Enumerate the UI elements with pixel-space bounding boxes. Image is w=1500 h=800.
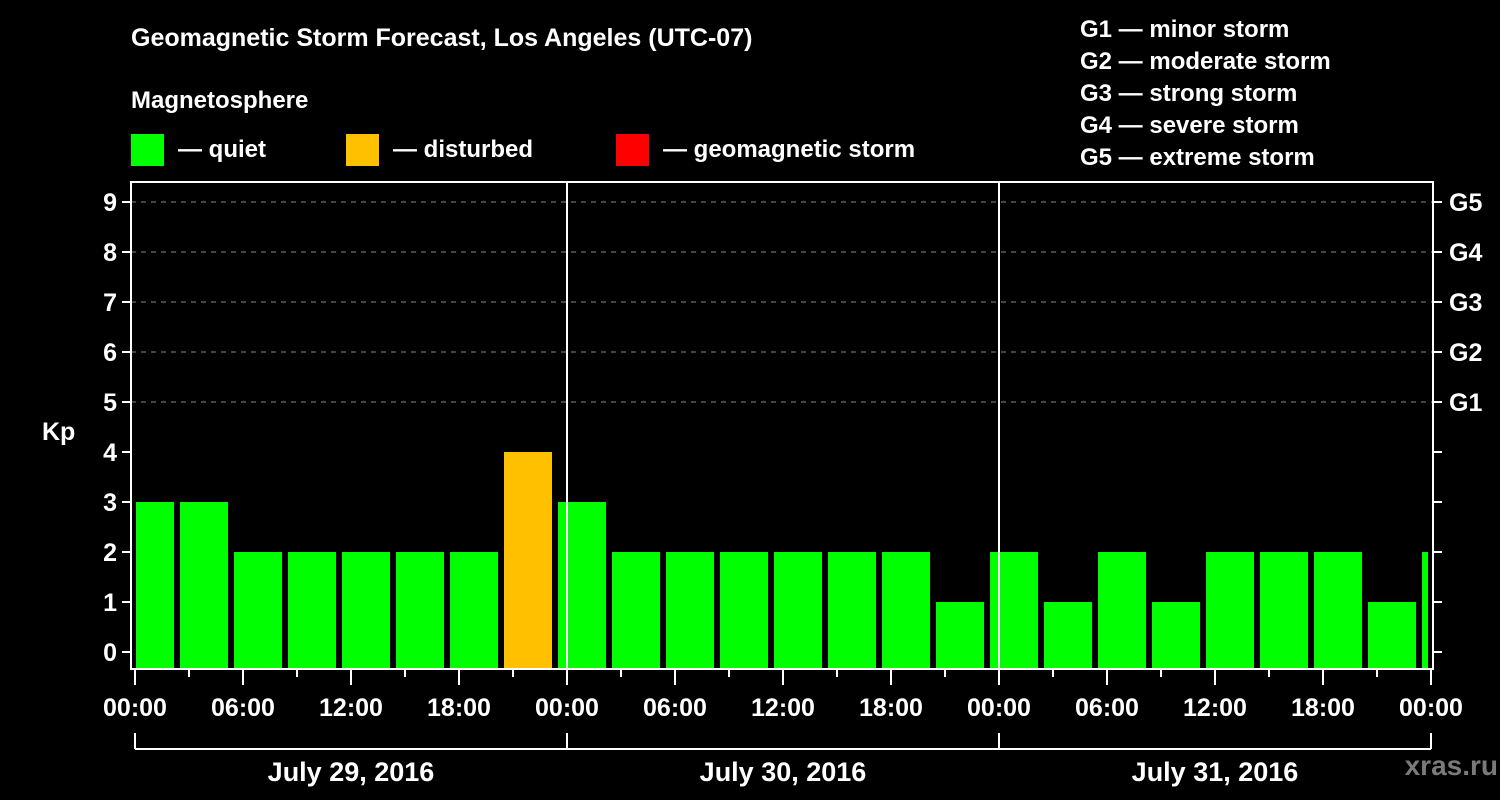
x-tick-label: 12:00 bbox=[319, 694, 383, 722]
g-scale-legend: G1 — minor storm G2 — moderate storm G3 … bbox=[1080, 14, 1331, 174]
x-tick-label: 18:00 bbox=[1291, 694, 1355, 722]
legend-label-quiet: — quiet bbox=[178, 136, 266, 163]
x-tick-label: 06:00 bbox=[211, 694, 275, 722]
date-label: July 31, 2016 bbox=[1132, 757, 1299, 787]
y-tick-label: 0 bbox=[103, 639, 117, 667]
kp-bar bbox=[1314, 552, 1363, 668]
x-tick-label: 12:00 bbox=[1183, 694, 1247, 722]
kp-bar bbox=[450, 552, 499, 668]
y-tick-label: 6 bbox=[103, 339, 117, 367]
storm-swatch-icon bbox=[616, 134, 649, 166]
g-scale-item: G2 — moderate storm bbox=[1080, 48, 1331, 75]
kp-bar bbox=[234, 552, 283, 668]
date-label: July 30, 2016 bbox=[700, 757, 867, 787]
kp-bar bbox=[612, 552, 661, 668]
legend-item-disturbed: — disturbed bbox=[346, 134, 533, 166]
quiet-swatch-icon bbox=[131, 134, 164, 166]
legend-item-quiet: — quiet bbox=[131, 134, 266, 166]
kp-bar bbox=[1422, 552, 1428, 668]
x-tick-label: 06:00 bbox=[643, 694, 707, 722]
g-scale-item: G4 — severe storm bbox=[1080, 112, 1299, 139]
g-level-label: G2 bbox=[1449, 339, 1482, 367]
x-tick-label: 12:00 bbox=[751, 694, 815, 722]
x-tick-label: 00:00 bbox=[1399, 694, 1463, 722]
y-tick-label: 5 bbox=[103, 389, 117, 417]
chart-title: Geomagnetic Storm Forecast, Los Angeles … bbox=[131, 24, 753, 52]
kp-bar bbox=[720, 552, 769, 668]
kp-bar bbox=[136, 502, 175, 668]
kp-bar bbox=[1098, 552, 1147, 668]
kp-bar bbox=[1152, 602, 1201, 668]
y-tick-label: 4 bbox=[103, 439, 117, 467]
kp-bar bbox=[396, 552, 445, 668]
g-level-label: G1 bbox=[1449, 389, 1482, 417]
y-tick-label: 3 bbox=[103, 489, 117, 517]
y-tick-label: 8 bbox=[103, 239, 117, 267]
legend-label-disturbed: — disturbed bbox=[393, 136, 534, 163]
kp-bar bbox=[990, 552, 1039, 668]
kp-bar bbox=[1044, 602, 1093, 668]
g-scale-item: G1 — minor storm bbox=[1080, 16, 1290, 43]
kp-bar bbox=[288, 552, 337, 668]
g-level-label: G3 bbox=[1449, 289, 1482, 317]
y-tick-label: 9 bbox=[103, 189, 117, 217]
g-scale-item: G5 — extreme storm bbox=[1080, 144, 1315, 171]
x-tick-label: 18:00 bbox=[859, 694, 923, 722]
kp-bar bbox=[1260, 552, 1309, 668]
y-tick-label: 1 bbox=[103, 589, 117, 617]
kp-bar bbox=[828, 552, 877, 668]
kp-bar bbox=[342, 552, 391, 668]
kp-bar bbox=[936, 602, 985, 668]
y-tick-label: 2 bbox=[103, 539, 117, 567]
kp-bar bbox=[1206, 552, 1255, 668]
g-level-label: G5 bbox=[1449, 189, 1482, 217]
kp-bar bbox=[504, 452, 553, 668]
kp-bar bbox=[1368, 602, 1417, 668]
y-tick-label: 7 bbox=[103, 289, 117, 317]
g-scale-item: G3 — strong storm bbox=[1080, 80, 1298, 107]
disturbed-swatch-icon bbox=[346, 134, 379, 166]
kp-bar bbox=[180, 502, 229, 668]
date-label: July 29, 2016 bbox=[268, 757, 435, 787]
x-tick-label: 18:00 bbox=[427, 694, 491, 722]
kp-bar bbox=[666, 552, 715, 668]
legend-label-storm: — geomagnetic storm bbox=[663, 136, 916, 163]
watermark: xras.ru bbox=[1404, 750, 1498, 781]
y-axis-label: Kp bbox=[42, 418, 75, 446]
x-tick-label: 00:00 bbox=[103, 694, 167, 722]
g-level-label: G4 bbox=[1449, 239, 1482, 267]
kp-bar bbox=[882, 552, 931, 668]
kp-bar bbox=[558, 502, 607, 668]
x-tick-label: 00:00 bbox=[967, 694, 1031, 722]
legend-heading: Magnetosphere bbox=[131, 87, 309, 114]
x-tick-label: 06:00 bbox=[1075, 694, 1139, 722]
x-tick-label: 00:00 bbox=[535, 694, 599, 722]
kp-bar bbox=[774, 552, 823, 668]
legend-item-storm: — geomagnetic storm bbox=[616, 134, 915, 166]
